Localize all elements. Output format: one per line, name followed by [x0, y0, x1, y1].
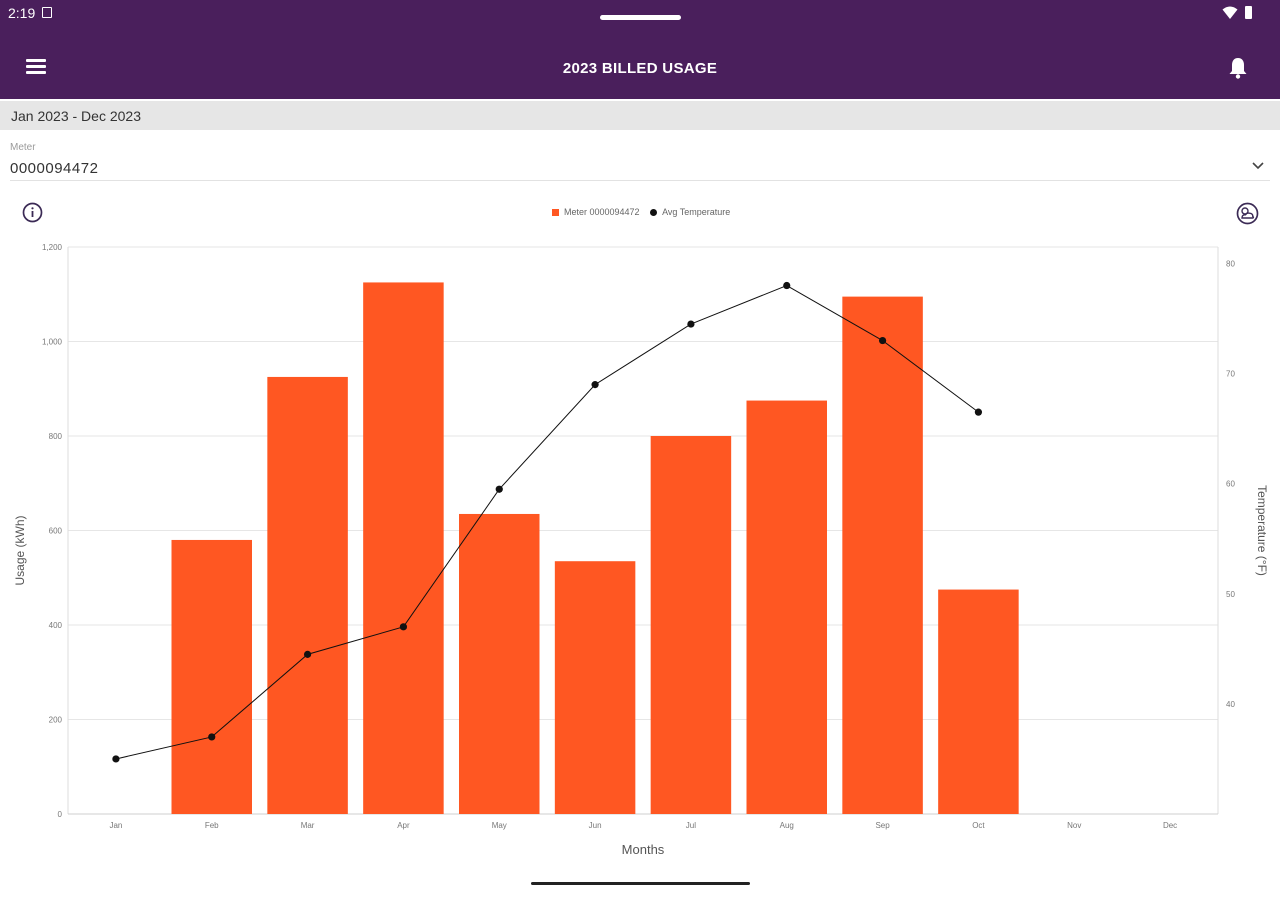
- bar-jul: [650, 436, 732, 814]
- legend-item-meter[interactable]: Meter 0000094472: [552, 207, 640, 217]
- date-range: Jan 2023 - Dec 2023: [11, 108, 141, 124]
- battery-icon: [1245, 6, 1252, 19]
- bar-feb: [171, 539, 252, 814]
- usage-chart: 0 200 400 600 800 1,000 1,200 40 50 60 70 80 Jan Feb M…: [13, 243, 1269, 857]
- bar-jun: [554, 561, 636, 814]
- bar-oct: [938, 589, 1019, 814]
- y2-tick-label: 40: [1226, 700, 1235, 709]
- menu-icon[interactable]: [26, 59, 46, 75]
- chart-legend: Meter 0000094472 Avg Temperature: [552, 206, 738, 217]
- x-tick-label: Nov: [1067, 821, 1081, 830]
- x-tick-label: Jan: [109, 821, 122, 830]
- y-tick-label: 1,000: [42, 338, 63, 347]
- temperature-point-mar: [303, 650, 312, 658]
- y2-tick-label: 80: [1226, 260, 1235, 269]
- x-tick-label: Mar: [301, 821, 315, 830]
- wifi-icon: [1222, 6, 1238, 19]
- temperature-line: [115, 284, 979, 760]
- y2-axis-title: Temperature (°F): [1255, 485, 1269, 576]
- bar-apr: [363, 282, 444, 814]
- bar-aug: [746, 400, 827, 814]
- page-title: 2023 BILLED USAGE: [562, 60, 718, 77]
- temperature-point-aug: [783, 281, 791, 290]
- screenshot-icon: [42, 7, 52, 18]
- temperature-point-apr: [399, 623, 408, 631]
- x-tick-label: Apr: [397, 821, 410, 830]
- legend-item-temperature[interactable]: Avg Temperature: [650, 207, 730, 217]
- temperature-point-sep: [878, 336, 887, 345]
- weather-toggle-icon[interactable]: [1236, 202, 1259, 225]
- meter-select[interactable]: Meter 0000094472: [10, 140, 1270, 181]
- legend-label-temperature: Avg Temperature: [662, 206, 731, 217]
- x-tick-label: Feb: [205, 821, 219, 830]
- temperature-point-oct: [974, 408, 983, 416]
- notification-pull-handle[interactable]: [600, 15, 681, 20]
- y2-tick-label: 70: [1226, 370, 1235, 379]
- x-tick-label: Sep: [875, 821, 890, 830]
- temperature-point-jun: [591, 381, 599, 389]
- x-tick-label: Dec: [1163, 821, 1177, 830]
- meter-label: Meter: [10, 142, 36, 153]
- x-tick-label: May: [492, 821, 507, 830]
- status-time: 2:19: [8, 5, 36, 21]
- legend-line-swatch: [650, 208, 658, 216]
- bar-sep: [842, 296, 923, 814]
- y-tick-label: 1,200: [42, 243, 63, 252]
- temperature-point-feb: [208, 733, 216, 741]
- app-bar: 2023 BILLED USAGE: [0, 30, 1280, 99]
- date-range-bar[interactable]: Jan 2023 - Dec 2023: [0, 101, 1280, 130]
- status-bar: 2:19: [0, 0, 1280, 30]
- y-tick-label: 800: [49, 432, 63, 441]
- x-tick-label: Aug: [780, 821, 794, 830]
- info-icon[interactable]: [22, 202, 43, 223]
- y-tick-label: 600: [49, 527, 63, 536]
- bar-may: [459, 513, 540, 814]
- y-axis-title: Usage (kWh): [13, 515, 27, 585]
- x-axis-title: Months: [622, 842, 665, 857]
- temperature-point-may: [495, 485, 503, 493]
- x-tick-label: Jul: [686, 821, 696, 830]
- x-tick-label: Oct: [972, 821, 985, 830]
- meter-value: 0000094472: [10, 160, 99, 177]
- bar-mar: [267, 376, 348, 814]
- temperature-point-jul: [687, 320, 695, 328]
- bell-icon[interactable]: [1228, 57, 1248, 79]
- y-tick-label: 200: [49, 716, 63, 725]
- home-gesture-handle[interactable]: [531, 882, 750, 885]
- y-tick-label: 400: [49, 621, 63, 630]
- chevron-down-icon: [1252, 162, 1264, 170]
- legend-label-meter: Meter 0000094472: [564, 206, 640, 217]
- temperature-point-jan: [112, 755, 120, 763]
- y2-tick-label: 50: [1226, 590, 1235, 599]
- y-tick-label: 0: [58, 810, 63, 819]
- x-tick-label: Jun: [589, 821, 602, 830]
- y2-tick-label: 60: [1226, 480, 1235, 489]
- legend-bar-swatch: [552, 208, 559, 216]
